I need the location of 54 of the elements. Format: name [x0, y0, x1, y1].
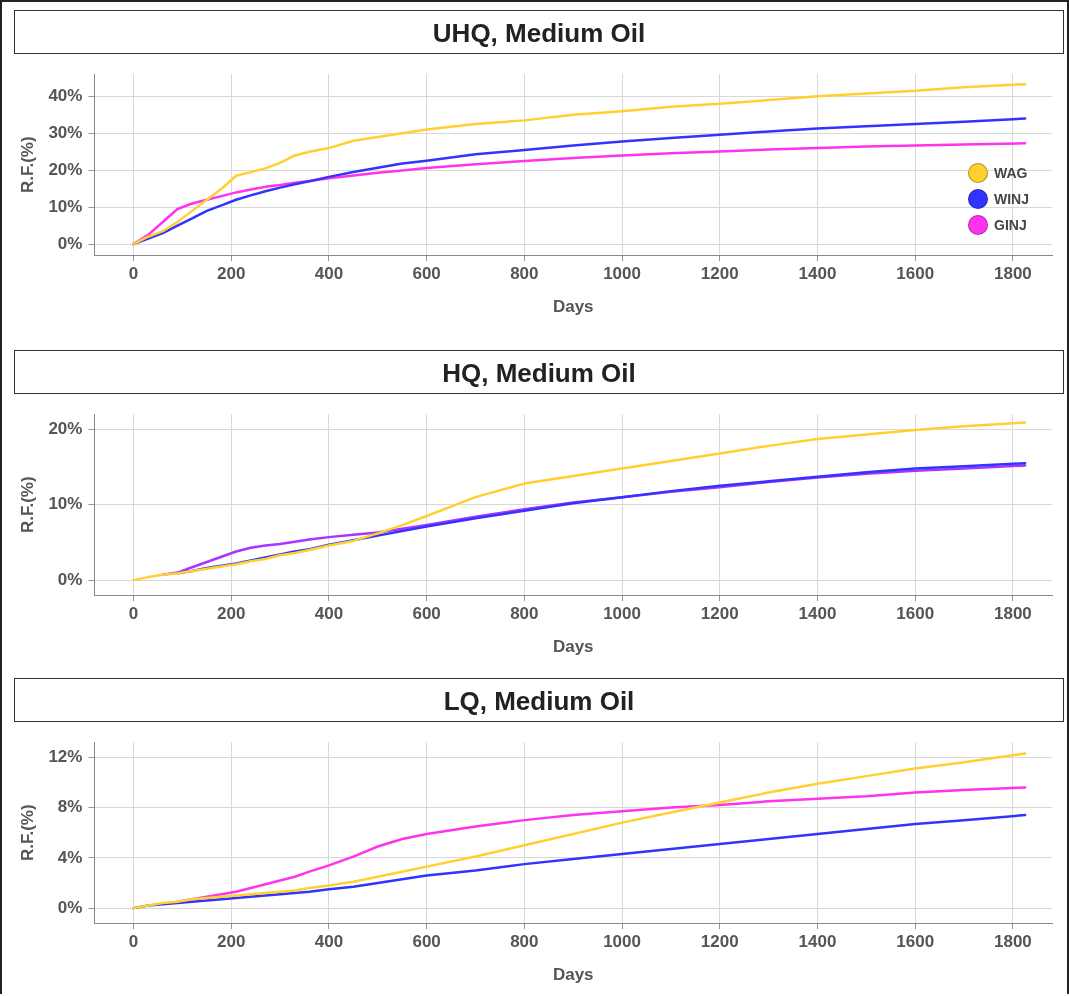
y-tick-label: 4%: [57, 847, 83, 867]
x-tick-label: 600: [412, 264, 441, 284]
y-axis-title: R.F.(%): [17, 136, 37, 194]
x-tick-label: 1600: [896, 604, 935, 624]
x-tick-label: 400: [314, 604, 344, 624]
x-tick-label: 1200: [700, 932, 739, 952]
x-tick-label: 1400: [798, 264, 837, 284]
y-tick-label: 40%: [48, 86, 83, 106]
x-tick-label: 1800: [994, 932, 1032, 952]
y-axis-title: R.F.(%): [17, 804, 37, 862]
x-tick-label: 600: [412, 932, 441, 952]
x-tick-label: 1000: [603, 604, 641, 624]
x-tick-label: 1600: [896, 932, 935, 952]
x-tick-label: 0: [128, 604, 139, 624]
x-tick-label: 400: [314, 932, 344, 952]
y-tick-label: 0%: [57, 897, 83, 917]
x-axis-title: Days: [552, 965, 594, 985]
x-tick-label: 1600: [896, 264, 935, 284]
x-tick-label: 0: [128, 932, 139, 952]
x-tick-label: 0: [128, 264, 139, 284]
x-tick-label: 400: [314, 264, 344, 284]
y-tick-label: 20%: [48, 418, 83, 438]
y-axis-title: R.F.(%): [17, 476, 37, 534]
chart-title: UHQ, Medium Oil: [14, 10, 1064, 54]
y-tick-label: 0%: [57, 233, 83, 253]
x-tick-label: 800: [510, 932, 539, 952]
x-tick-label: 200: [217, 604, 246, 624]
y-tick-label: 0%: [57, 569, 83, 589]
x-tick-label: 200: [217, 932, 246, 952]
x-tick-label: 1200: [700, 604, 739, 624]
x-tick-label: 800: [510, 264, 539, 284]
y-tick-label: 10%: [48, 196, 83, 216]
x-tick-label: 200: [217, 264, 246, 284]
legend-label: WAG: [994, 165, 1028, 181]
y-tick-label: 20%: [48, 159, 83, 179]
x-tick-label: 1000: [603, 932, 641, 952]
x-tick-label: 1800: [994, 604, 1032, 624]
x-tick-label: 1000: [603, 264, 641, 284]
x-axis-title: Days: [552, 297, 594, 317]
legend-label: GINJ: [994, 217, 1027, 233]
x-axis-title: Days: [552, 637, 594, 657]
chart-title: HQ, Medium Oil: [14, 350, 1064, 394]
x-tick-label: 1400: [798, 604, 837, 624]
x-tick-label: 1400: [798, 932, 837, 952]
y-tick-label: 10%: [48, 494, 83, 514]
y-tick-label: 30%: [48, 122, 83, 142]
x-tick-label: 1200: [700, 264, 739, 284]
legend-label: WINJ: [994, 191, 1029, 207]
x-tick-label: 800: [510, 604, 539, 624]
y-tick-label: 12%: [48, 746, 83, 766]
x-tick-label: 600: [412, 604, 441, 624]
chart-title: LQ, Medium Oil: [14, 678, 1064, 722]
x-tick-label: 1800: [994, 264, 1032, 284]
y-tick-label: 8%: [57, 797, 83, 817]
